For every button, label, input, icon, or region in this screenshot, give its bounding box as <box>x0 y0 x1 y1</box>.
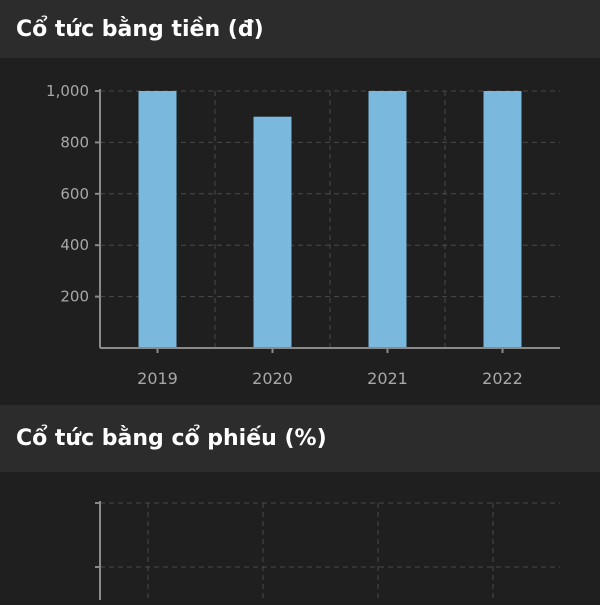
stock-dividend-chart-panel <box>0 472 600 600</box>
stock-dividend-title: Cổ tức bằng cổ phiếu (%) <box>16 426 327 451</box>
stock-dividend-chart <box>95 501 560 600</box>
x-tick-label: 2020 <box>252 369 293 388</box>
y-tick-label: 1,000 <box>46 82 89 100</box>
bar-2019 <box>138 91 177 348</box>
y-tick-label: 200 <box>60 288 89 306</box>
stock-dividend-header: Cổ tức bằng cổ phiếu (%) <box>0 405 600 472</box>
x-tick-label: 2021 <box>367 369 408 388</box>
cash-dividend-title: Cổ tức bằng tiền (đ) <box>16 16 264 42</box>
y-tick-label: 400 <box>60 236 89 254</box>
bar-2020 <box>253 116 292 348</box>
x-tick-label: 2022 <box>482 369 523 388</box>
y-tick-label: 800 <box>60 133 89 151</box>
x-tick-label: 2019 <box>137 369 178 388</box>
cash-dividend-chart: 200 400 600 800 1,000 2019 2020 2021 2022 <box>46 82 560 388</box>
bar-2022 <box>483 91 522 348</box>
cash-dividend-header: Cổ tức bằng tiền (đ) <box>0 0 600 58</box>
y-tick-label: 600 <box>60 185 89 203</box>
bar-2021 <box>368 91 407 348</box>
cash-dividend-chart-panel: 200 400 600 800 1,000 2019 2020 2021 2022 <box>0 58 600 405</box>
